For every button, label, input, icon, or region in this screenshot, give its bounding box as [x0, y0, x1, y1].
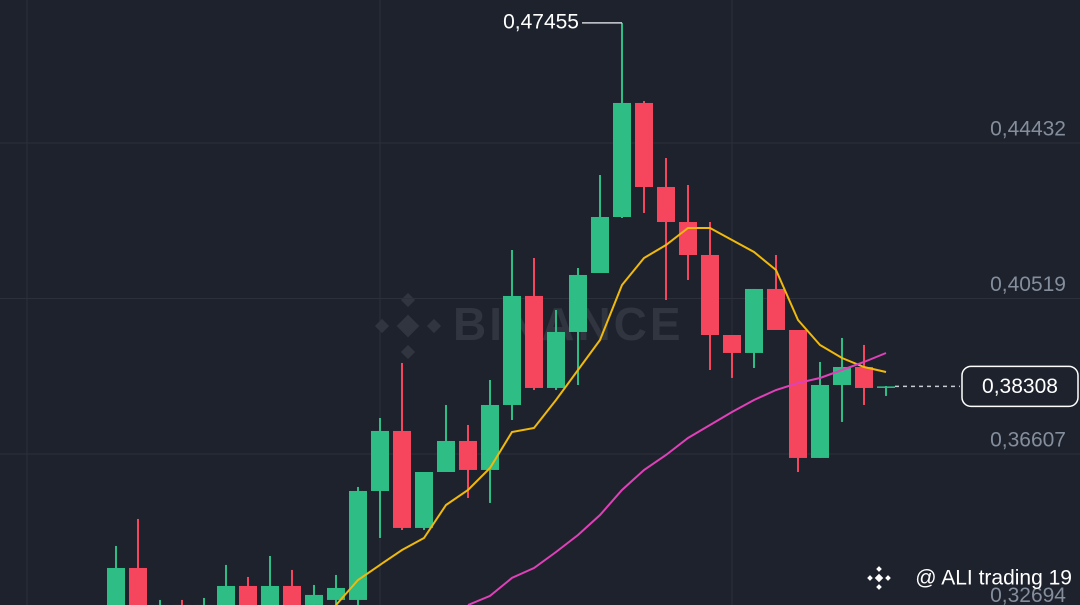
candle-body [745, 288, 763, 353]
candle-body [349, 490, 367, 600]
candle-body [283, 585, 301, 605]
grid: 0,32694 0,36607 0,40519 0,44432 [0, 118, 1080, 605]
plot: 0,47455 0,38308 [107, 10, 1079, 605]
candle-body [261, 585, 279, 605]
candle-body [327, 587, 345, 600]
candle-body [723, 334, 741, 353]
candle-body [393, 430, 411, 528]
candle-body [811, 384, 829, 458]
credit: @ ALI trading 19 [915, 567, 1072, 590]
candle-body [635, 102, 653, 187]
candle-body [129, 567, 147, 605]
candle-body [437, 440, 455, 472]
candle-body [217, 585, 235, 605]
candle-body [767, 288, 785, 330]
candle-body [701, 254, 719, 335]
candle-body [569, 274, 587, 332]
candle-body [679, 222, 697, 255]
candle-body [591, 216, 609, 273]
candle-body [239, 585, 257, 605]
candle-body [789, 329, 807, 458]
max-label: 0,47455 [503, 10, 579, 33]
candle-body [415, 471, 433, 528]
moving-average [335, 227, 887, 605]
candle-body [459, 440, 477, 470]
moving-average [467, 352, 887, 605]
y-tick-label: 0,40519 [990, 273, 1066, 296]
candle-body [107, 567, 125, 605]
candle-body [305, 594, 323, 605]
candle-body [481, 404, 499, 470]
candle-body [547, 331, 565, 388]
y-tick-label: 0,36607 [990, 429, 1066, 452]
candle-body [371, 430, 389, 491]
candle-body [503, 295, 521, 405]
candle-body [525, 295, 543, 388]
watermark: BINANCE [453, 298, 684, 350]
last-price-box [961, 365, 1079, 408]
y-tick-label: 0,32694 [990, 584, 1066, 605]
candle-body [855, 366, 873, 388]
last-price-label: 0,38308 [982, 375, 1058, 398]
candle-body [613, 102, 631, 217]
candle-body [657, 186, 675, 223]
y-tick-label: 0,44432 [990, 118, 1066, 141]
candle-body [877, 386, 895, 388]
